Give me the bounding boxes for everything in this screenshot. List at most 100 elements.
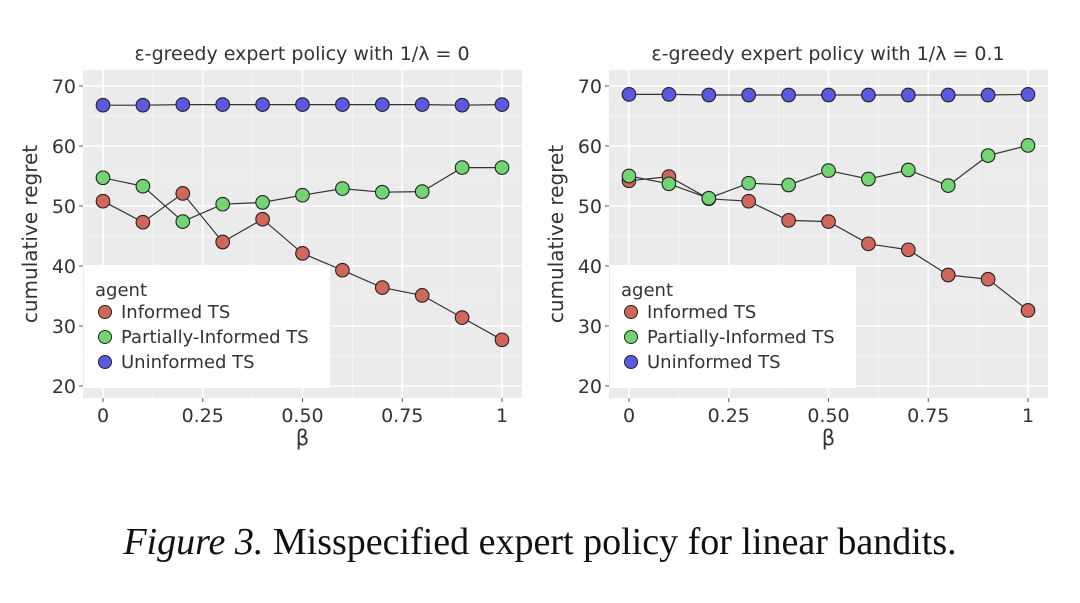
chart-panel-1: 20 30 40 50 60 70 0 0.25 0.50 0.75 1 β cumulative re… [18, 43, 522, 450]
y-tick-label: 20 [52, 376, 76, 398]
data-point [95, 170, 111, 186]
data-point [335, 181, 350, 196]
data-point [454, 97, 470, 113]
data-point [781, 177, 796, 193]
data-point [980, 87, 996, 103]
data-point [781, 213, 796, 228]
data-point [661, 87, 677, 102]
data-point [1020, 303, 1036, 318]
data-point [295, 246, 310, 261]
data-point [821, 163, 836, 178]
data-point [661, 176, 677, 192]
data-point [1020, 87, 1036, 102]
y-tick-label: 40 [52, 256, 76, 278]
data-point [821, 214, 836, 229]
y-tick-label: 30 [52, 316, 76, 338]
data-point [374, 97, 390, 112]
y-tick-label: 40 [578, 256, 602, 278]
y-tick-label: 70 [578, 76, 602, 98]
x-tick-label: 0.50 [281, 405, 323, 427]
data-point [414, 288, 430, 303]
data-point [621, 168, 637, 184]
caption-label: Figure 3. [123, 521, 264, 563]
data-point [255, 195, 270, 210]
y-axis-label: cumulative regret [18, 145, 42, 323]
legend-marker [624, 355, 638, 369]
data-point [215, 234, 231, 250]
data-point [741, 175, 757, 191]
data-point [215, 196, 231, 212]
legend-marker [624, 305, 638, 319]
data-point [494, 332, 510, 348]
legend-label: Partially-Informed TS [121, 327, 309, 348]
data-point [135, 214, 151, 230]
y-tick-label: 70 [52, 76, 76, 98]
data-point [335, 262, 350, 278]
data-point [335, 97, 350, 112]
data-point [374, 280, 390, 295]
legend-label: Uninformed TS [121, 352, 255, 373]
legend-marker [624, 330, 638, 344]
data-point [781, 87, 796, 103]
x-axis-label: β [296, 426, 309, 450]
data-point [295, 97, 310, 112]
legend-box [84, 265, 330, 388]
x-tick-label: 0 [97, 405, 109, 427]
x-tick-label: 0.50 [807, 405, 849, 427]
data-point [940, 178, 956, 193]
data-point [741, 87, 757, 103]
data-point [494, 97, 510, 112]
x-tick-label: 0.75 [907, 405, 949, 427]
y-tick-label: 50 [52, 196, 76, 218]
data-point [255, 211, 270, 227]
data-point [454, 160, 470, 175]
x-tick-label: 0.25 [182, 405, 224, 427]
y-tick-label: 20 [578, 376, 602, 398]
data-point [900, 87, 916, 103]
legend-marker [98, 355, 112, 369]
data-point [215, 97, 231, 112]
y-tick-label: 50 [578, 196, 602, 218]
data-point [900, 242, 916, 258]
chart-panel-2: 20 30 40 50 60 70 0 0.25 0.50 0.75 1 β cumulative re… [544, 43, 1048, 450]
data-point [701, 87, 717, 103]
data-point [621, 87, 637, 102]
data-point [900, 162, 916, 178]
data-point [95, 97, 111, 113]
data-point [175, 97, 191, 112]
data-point [175, 214, 191, 229]
figure-caption: Figure 3. Misspecified expert policy for… [0, 520, 1080, 564]
legend-label: Uninformed TS [647, 352, 781, 373]
legend-label: Informed TS [121, 302, 230, 323]
x-tick-label: 1 [1022, 405, 1034, 427]
data-point [980, 148, 996, 163]
chart-title: ε-greedy expert policy with 1/λ = 0 [134, 43, 469, 65]
legend-title: agent [95, 280, 147, 301]
y-tick-label: 60 [578, 136, 602, 158]
legend-marker [98, 330, 112, 344]
data-point [821, 87, 836, 103]
series-3 [95, 97, 510, 113]
legend-label: Informed TS [647, 302, 756, 323]
series-1 [95, 186, 510, 348]
data-point [414, 97, 430, 112]
data-point [861, 171, 876, 187]
data-point [701, 190, 717, 206]
data-point [95, 193, 111, 209]
legend-marker [98, 305, 112, 319]
data-point [741, 193, 757, 209]
data-point [135, 178, 151, 194]
legend-label: Partially-Informed TS [647, 327, 835, 348]
data-point [940, 87, 956, 103]
y-axis-label: cumulative regret [544, 145, 568, 323]
data-point [255, 97, 270, 112]
series-2 [95, 160, 510, 229]
data-point [1020, 138, 1036, 153]
x-tick-label: 1 [496, 405, 508, 427]
series-2 [621, 138, 1036, 206]
legend-title: agent [621, 280, 673, 301]
caption-text: Misspecified expert policy for linear ba… [272, 521, 957, 563]
